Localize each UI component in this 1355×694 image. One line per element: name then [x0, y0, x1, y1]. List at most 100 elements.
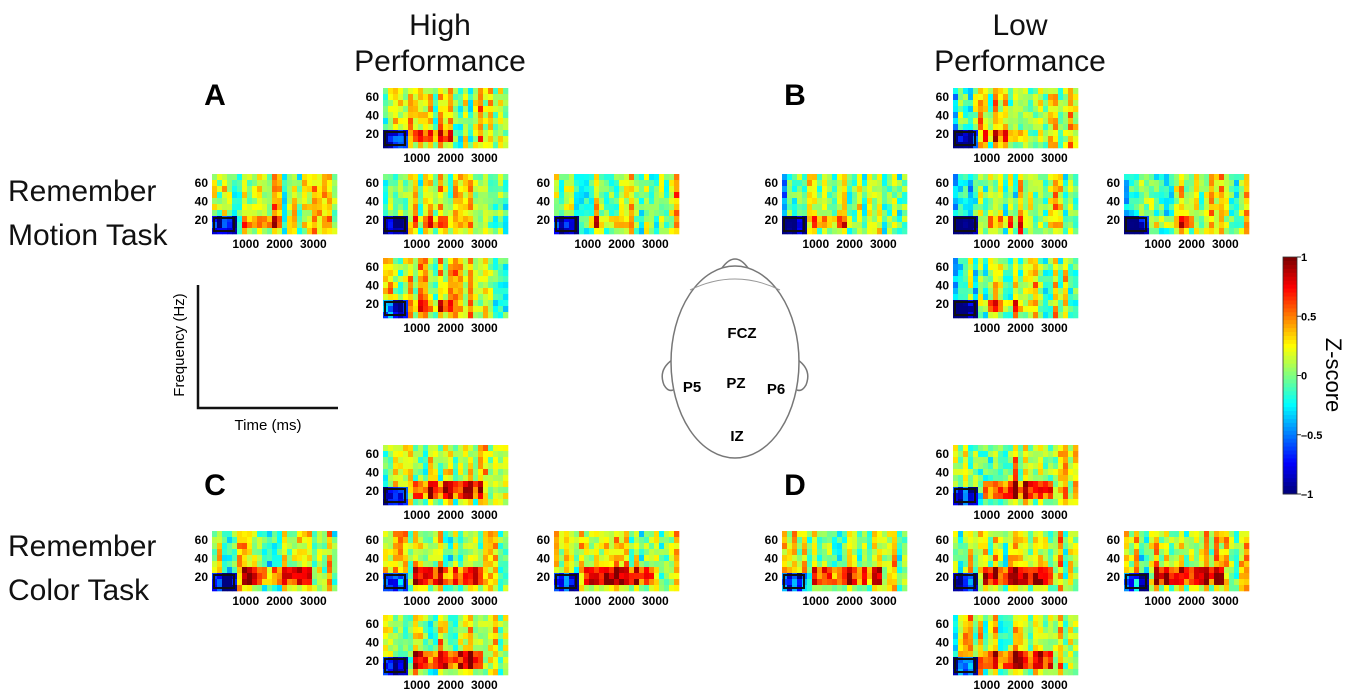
heat-cell: [498, 198, 503, 204]
heat-cell: [599, 192, 604, 198]
heat-cell: [423, 451, 428, 457]
heat-cell: [282, 180, 287, 186]
heat-cell: [1013, 204, 1018, 210]
heat-cell: [1013, 276, 1018, 282]
heat-cell: [458, 555, 463, 561]
heat-cell: [418, 130, 423, 136]
heat-cell: [1058, 276, 1063, 282]
heat-cell: [388, 222, 393, 228]
heat-cell: [247, 186, 252, 192]
heat-cell: [968, 621, 973, 627]
heat-cell: [1154, 228, 1159, 234]
heat-cell: [877, 543, 882, 549]
heat-cell: [993, 573, 998, 579]
heat-cell: [443, 621, 448, 627]
heat-cell: [503, 639, 508, 645]
heat-cell: [1038, 469, 1043, 475]
heat-cell: [257, 567, 262, 573]
heat-cell: [1043, 118, 1048, 124]
heat-cell: [493, 112, 498, 118]
heat-cell: [257, 204, 262, 210]
heat-cell: [958, 573, 963, 579]
heat-cell: [458, 531, 463, 537]
heat-cell: [822, 549, 827, 555]
heat-cell: [428, 543, 433, 549]
heat-cell: [1008, 130, 1013, 136]
heat-cell: [983, 561, 988, 567]
heat-cell: [498, 639, 503, 645]
heat-cell: [1023, 100, 1028, 106]
heat-cell: [272, 174, 277, 180]
heat-cell: [408, 531, 413, 537]
heat-cell: [1189, 222, 1194, 228]
heat-cell: [1239, 216, 1244, 222]
heat-cell: [1018, 106, 1023, 112]
heat-cell: [988, 106, 993, 112]
heat-cell: [993, 621, 998, 627]
heat-cell: [393, 180, 398, 186]
heat-cell: [554, 186, 559, 192]
heat-cell: [1038, 142, 1043, 148]
heat-cell: [1169, 549, 1174, 555]
x-tick-label: 2000: [608, 594, 635, 608]
heat-cell: [413, 288, 418, 294]
heat-cell: [498, 543, 503, 549]
heat-cell: [458, 300, 463, 306]
heat-cell: [458, 180, 463, 186]
heat-cell: [847, 537, 852, 543]
heat-cell: [589, 555, 594, 561]
heat-cell: [1053, 106, 1058, 112]
heat-cell: [993, 306, 998, 312]
heat-cell: [1033, 88, 1038, 94]
heat-cell: [897, 180, 902, 186]
heat-cell: [1179, 174, 1184, 180]
heat-cell: [423, 174, 428, 180]
heat-cell: [973, 94, 978, 100]
heat-cell: [968, 186, 973, 192]
heat-cell: [1068, 210, 1073, 216]
heat-cell: [983, 615, 988, 621]
heat-cell: [383, 198, 388, 204]
heat-cell: [569, 579, 574, 585]
heat-cell: [488, 228, 493, 234]
heat-cell: [453, 543, 458, 549]
heat-cell: [493, 663, 498, 669]
heat-cell: [393, 210, 398, 216]
heat-cell: [1224, 204, 1229, 210]
heat-cell: [1073, 228, 1078, 234]
heat-cell: [1008, 282, 1013, 288]
heat-cell: [438, 174, 443, 180]
heat-cell: [564, 222, 569, 228]
heat-cell: [483, 228, 488, 234]
heat-cell: [433, 300, 438, 306]
heat-cell: [842, 216, 847, 222]
heat-cell: [433, 621, 438, 627]
heat-cell: [1154, 537, 1159, 543]
heat-cell: [423, 228, 428, 234]
heat-cell: [383, 88, 388, 94]
heat-cell: [988, 475, 993, 481]
heat-cell: [393, 270, 398, 276]
heat-cell: [867, 204, 872, 210]
heat-cell: [1159, 567, 1164, 573]
heat-cell: [882, 174, 887, 180]
heat-cell: [393, 204, 398, 210]
heat-cell: [222, 537, 227, 543]
heat-cell: [993, 88, 998, 94]
heat-cell: [257, 555, 262, 561]
heat-cell: [433, 210, 438, 216]
heat-cell: [408, 294, 413, 300]
heat-cell: [503, 469, 508, 475]
heat-cell: [408, 499, 413, 505]
heat-cell: [1179, 228, 1184, 234]
heat-cell: [277, 198, 282, 204]
heat-cell: [973, 531, 978, 537]
heat-cell: [897, 585, 902, 591]
heat-cell: [473, 270, 478, 276]
heat-cell: [468, 487, 473, 493]
heat-cell: [988, 615, 993, 621]
heat-cell: [659, 567, 664, 573]
heat-cell: [614, 555, 619, 561]
heat-cell: [1179, 585, 1184, 591]
heat-cell: [262, 210, 267, 216]
